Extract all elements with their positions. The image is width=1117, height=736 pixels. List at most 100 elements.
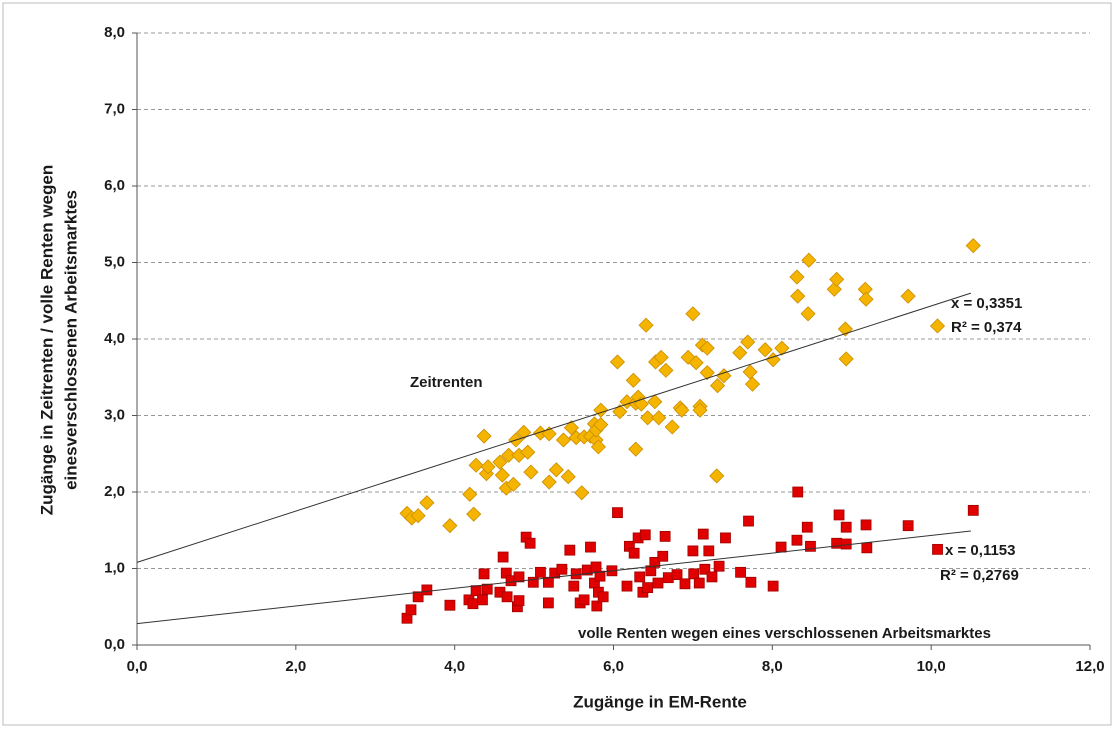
annotation: R² = 0,374 (951, 319, 1022, 336)
marker (535, 566, 546, 578)
marker (657, 550, 669, 562)
marker (833, 509, 845, 521)
marker (732, 345, 748, 361)
y-tick-label: 8,0 (104, 24, 125, 41)
marker (687, 545, 699, 557)
marker (628, 547, 640, 559)
y-tick-label: 5,0 (104, 253, 125, 270)
y-axis-label: einesverschlossenen Arbeitsmarktes (61, 190, 80, 490)
y-tick-label: 6,0 (104, 177, 125, 194)
marker (735, 566, 746, 578)
x-tick-label: 12,0 (1075, 658, 1104, 675)
marker (805, 540, 816, 552)
marker (578, 594, 590, 606)
marker (477, 594, 488, 606)
x-tick-label: 2,0 (285, 658, 306, 675)
marker (800, 306, 816, 322)
marker (703, 545, 715, 557)
marker (697, 528, 709, 540)
marker (548, 462, 564, 478)
marker (513, 571, 525, 583)
marker (651, 410, 667, 426)
x-axis-label: Zugänge in EM-Rente (573, 692, 747, 711)
marker (709, 378, 726, 394)
marker (444, 599, 456, 611)
marker (861, 542, 873, 554)
marker (647, 394, 663, 410)
marker (462, 486, 478, 502)
marker (745, 576, 757, 588)
marker (501, 591, 513, 603)
marker (640, 410, 656, 426)
marker (858, 291, 874, 307)
marker (494, 467, 510, 483)
marker (585, 541, 596, 553)
marker (688, 355, 704, 371)
marker (410, 508, 426, 524)
marker (743, 515, 754, 527)
marker (590, 561, 602, 573)
marker (929, 318, 946, 334)
marker (860, 519, 872, 531)
marker (713, 560, 725, 572)
marker (421, 584, 433, 596)
x-tick-label: 4,0 (444, 658, 465, 675)
marker (838, 351, 854, 367)
marker (638, 317, 654, 333)
marker (478, 568, 490, 580)
x-tick-label: 8,0 (762, 658, 783, 675)
marker (671, 569, 683, 581)
marker (639, 529, 651, 541)
marker (628, 441, 644, 457)
marker (709, 468, 725, 484)
marker (699, 563, 711, 575)
trendline (136, 530, 971, 625)
marker (594, 570, 606, 582)
marker (405, 604, 417, 616)
marker (442, 518, 458, 534)
marker (590, 439, 606, 455)
marker (699, 340, 715, 356)
marker (742, 364, 758, 380)
y-axis-label: Zugänge in Zeitrenten / volle Renten weg… (37, 165, 56, 515)
chart-frame (2, 2, 1112, 726)
marker (932, 543, 943, 555)
marker (642, 582, 654, 594)
marker (829, 271, 845, 287)
marker (900, 288, 916, 304)
marker (692, 402, 708, 418)
marker (609, 354, 626, 370)
marker (556, 563, 568, 575)
marker (693, 577, 705, 589)
marker (767, 580, 779, 592)
marker (591, 600, 603, 612)
marker (679, 578, 691, 590)
marker (527, 576, 539, 588)
marker (520, 444, 536, 460)
marker (467, 598, 479, 610)
marker (412, 591, 424, 603)
marker (419, 495, 435, 511)
trendline (136, 292, 972, 563)
marker (470, 585, 482, 597)
x-tick-label: 10,0 (917, 658, 946, 675)
marker (706, 571, 718, 583)
marker (965, 238, 981, 254)
marker (468, 457, 484, 473)
marker (801, 252, 817, 268)
marker (505, 476, 522, 492)
y-tick-label: 7,0 (104, 100, 125, 117)
marker (791, 534, 803, 546)
marker (593, 417, 609, 433)
marker (658, 362, 674, 378)
annotation: x = 0,3351 (951, 295, 1022, 312)
marker (649, 556, 661, 568)
marker (902, 520, 914, 532)
marker (612, 404, 628, 420)
marker (574, 485, 590, 501)
marker (790, 288, 806, 304)
marker (740, 334, 756, 350)
marker (664, 419, 680, 435)
marker (480, 459, 496, 475)
marker (840, 521, 852, 533)
